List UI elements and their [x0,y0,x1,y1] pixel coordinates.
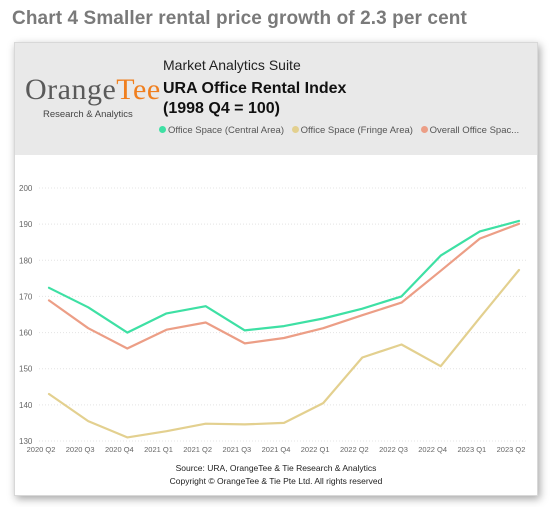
x-tick-label: 2022 Q4 [418,445,447,454]
chart-legend: Office Space (Central Area) Office Space… [159,125,535,141]
series-line-fringe[interactable] [47,268,521,439]
x-tick-label: 2021 Q1 [144,445,173,454]
y-tick-label: 180 [19,256,33,265]
x-tick-label: 2020 Q4 [105,445,134,454]
x-tick-label: 2021 Q2 [183,445,212,454]
y-tick-label: 140 [19,401,33,410]
page-heading: Chart 4 Smaller rental price growth of 2… [12,8,467,29]
y-tick-label: 130 [19,437,33,446]
source-note: Source: URA, OrangeTee & Tie Research & … [175,463,377,473]
chart-title-line1: URA Office Rental Index [163,80,347,97]
chart-header: OrangeTee Research & Analytics Market An… [15,43,537,155]
suite-name: Market Analytics Suite [163,57,301,73]
x-tick-label: 2021 Q3 [222,445,251,454]
legend-label-fringe: Office Space (Fringe Area) [300,125,413,136]
legend-dot-central [159,126,166,133]
x-tick-label: 2023 Q2 [497,445,526,454]
legend-dot-fringe [291,126,299,133]
logo-text-tee: Tee [116,73,161,106]
copyright-note: Copyright © OrangeTee & Tie Pte Ltd. All… [169,476,383,486]
legend-label-central: Office Space (Central Area) [168,125,284,136]
chart-card: OrangeTee Research & Analytics Market An… [14,42,538,496]
y-tick-label: 160 [19,329,33,338]
x-tick-label: 2020 Q2 [27,445,56,454]
legend-item-central[interactable]: Office Space (Central Area) [159,125,284,136]
series-line-central[interactable] [47,219,521,334]
series-line-overall[interactable] [47,222,521,350]
chart-title: URA Office Rental Index (1998 Q4 = 100) [163,79,346,119]
orangetee-logo: OrangeTee [25,73,161,107]
y-tick-label: 170 [19,292,33,301]
legend-dot-overall [420,126,428,133]
x-tick-label: 2020 Q3 [66,445,95,454]
x-tick-label: 2022 Q2 [340,445,369,454]
y-tick-label: 150 [19,365,33,374]
x-tick-label: 2022 Q3 [379,445,408,454]
chart-title-line2: (1998 Q4 = 100) [163,100,280,117]
legend-label-overall: Overall Office Spac... [429,125,520,136]
logo-text-orange: Orange [25,73,117,106]
x-tick-label: 2021 Q4 [262,445,291,454]
y-tick-label: 190 [19,220,33,229]
legend-item-fringe[interactable]: Office Space (Fringe Area) [291,125,413,136]
x-tick-label: 2022 Q1 [301,445,330,454]
legend-item-overall[interactable]: Overall Office Spac... [420,125,520,136]
x-tick-label: 2023 Q1 [457,445,486,454]
logo-tagline: Research & Analytics [43,109,133,120]
y-tick-label: 200 [19,184,33,193]
